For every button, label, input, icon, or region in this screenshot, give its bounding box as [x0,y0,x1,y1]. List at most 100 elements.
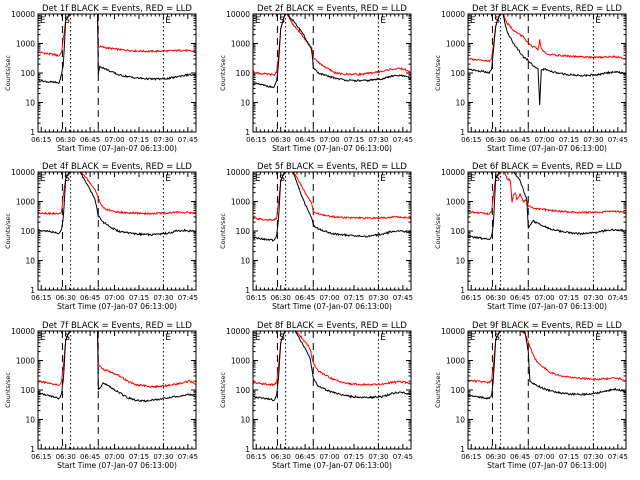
x-tick-label: 06:45 [80,294,100,302]
x-tick-label: 06:30 [271,294,291,302]
panel-frame [252,13,412,133]
x-tick-label: 06:15 [31,136,51,144]
x-tick-label: 07:30 [368,453,388,461]
y-tick-label: 100 [236,386,251,395]
x-tick-label: 06:15 [461,453,481,461]
y-tick-label: 100 [21,69,36,78]
y-axis-label: Counts/sec [219,213,227,249]
x-tick-label: 07:30 [583,453,603,461]
y-axis-label: Counts/sec [434,55,442,91]
x-tick-label: 06:30 [56,136,76,144]
x-tick-label: 06:45 [510,294,530,302]
y-tick-label: 1 [30,128,35,137]
interval-marker-label: E [470,174,476,184]
x-tick-label: 07:00 [104,453,124,461]
panel-frame [467,13,627,133]
interval-marker-label: E [165,16,171,26]
series-line-lld-red [38,14,196,57]
y-tick-label: 10 [240,99,250,108]
series-line-lld-red [468,14,626,63]
interval-marker-label: E [40,16,46,26]
interval-marker-label: S [494,333,500,343]
panel-det-4: Det 4f BLACK = Events, RED = LLD Counts/s… [4,162,198,311]
panel-det-6: Det 6f BLACK = Events, RED = LLD Counts/s… [434,162,628,311]
y-tick-label: 1000 [446,40,465,49]
interval-marker-label: E [470,16,476,26]
interval-marker-label: E [380,174,386,184]
y-tick-label: 10 [25,257,35,266]
interval-marker-label: S [494,16,500,26]
x-axis-label: Start Time (07-Jan-07 06:13:00) [487,302,607,311]
panel-title: Det 1f BLACK = Events, RED = LLD [42,4,192,14]
x-tick-label: 07:00 [319,136,339,144]
series-line-events-black [253,14,411,89]
x-tick-label: 06:15 [31,453,51,461]
x-tick-label: 06:30 [486,294,506,302]
interval-marker-label: E [255,333,261,343]
series-group [468,331,626,400]
x-tick-label: 06:15 [461,294,481,302]
interval-marker-label: S [494,174,500,184]
x-tick-label: 07:45 [178,294,198,302]
y-tick-label: 100 [236,227,251,236]
interval-marker-label: E [255,16,261,26]
x-tick-label: 07:45 [608,453,628,461]
interval-marker-label: E [255,174,261,184]
series-line-events-black [468,172,626,241]
interval-marker-label: S [279,174,285,184]
x-tick-label: 06:15 [246,453,266,461]
interval-marker-label: E [40,174,46,184]
x-tick-label: 06:45 [80,453,100,461]
series-line-lld-red [38,172,196,216]
x-tick-label: 06:30 [486,136,506,144]
y-tick-label: 1000 [231,40,250,49]
series-line-events-black [253,331,411,402]
series-line-lld-red [253,14,411,77]
x-tick-label: 07:00 [534,136,554,144]
panel-frame [37,330,197,450]
panel-frame [467,171,627,291]
series-line-lld-red [468,331,626,384]
panel-frame [467,330,627,450]
x-tick-label: 07:45 [178,136,198,144]
series-group [38,172,196,237]
x-tick-label: 06:30 [486,453,506,461]
series-line-lld-red [468,172,626,216]
series-group [468,14,626,106]
y-tick-label: 1000 [16,198,35,207]
x-tick-label: 06:30 [271,136,291,144]
interval-marker-label: E [595,174,601,184]
y-tick-label: 10000 [11,168,35,177]
y-tick-label: 10000 [441,10,465,19]
x-axis-label: Start Time (07-Jan-07 06:13:00) [272,461,392,470]
panel-det-2: Det 2f BLACK = Events, RED = LLD Counts/s… [219,4,413,153]
x-tick-label: 07:45 [393,136,413,144]
x-tick-label: 07:30 [153,294,173,302]
x-tick-label: 06:30 [56,453,76,461]
y-tick-label: 10 [240,257,250,266]
y-tick-label: 10000 [441,327,465,336]
panel-det-7: Det 7f BLACK = Events, RED = LLD Counts/s… [4,321,198,470]
interval-marker-label: E [595,333,601,343]
x-tick-label: 07:15 [559,136,579,144]
x-tick-label: 07:00 [534,453,554,461]
y-tick-label: 10000 [11,10,35,19]
y-tick-label: 1000 [446,357,465,366]
panel-title: Det 6f BLACK = Events, RED = LLD [472,162,622,172]
y-tick-label: 100 [21,386,36,395]
interval-marker-label: E [595,16,601,26]
x-tick-label: 07:30 [583,294,603,302]
x-tick-label: 06:45 [510,136,530,144]
y-axis-label: Counts/sec [219,372,227,408]
interval-marker-label: S [279,16,285,26]
y-tick-label: 1 [460,445,465,454]
y-tick-label: 1000 [231,357,250,366]
x-tick-label: 07:30 [153,453,173,461]
y-tick-label: 10 [25,99,35,108]
interval-marker-label: S [279,333,285,343]
series-line-lld-red [253,172,411,222]
x-tick-label: 07:00 [319,294,339,302]
x-tick-label: 07:45 [178,453,198,461]
interval-marker-label: S [64,333,70,343]
y-tick-label: 1 [460,128,465,137]
